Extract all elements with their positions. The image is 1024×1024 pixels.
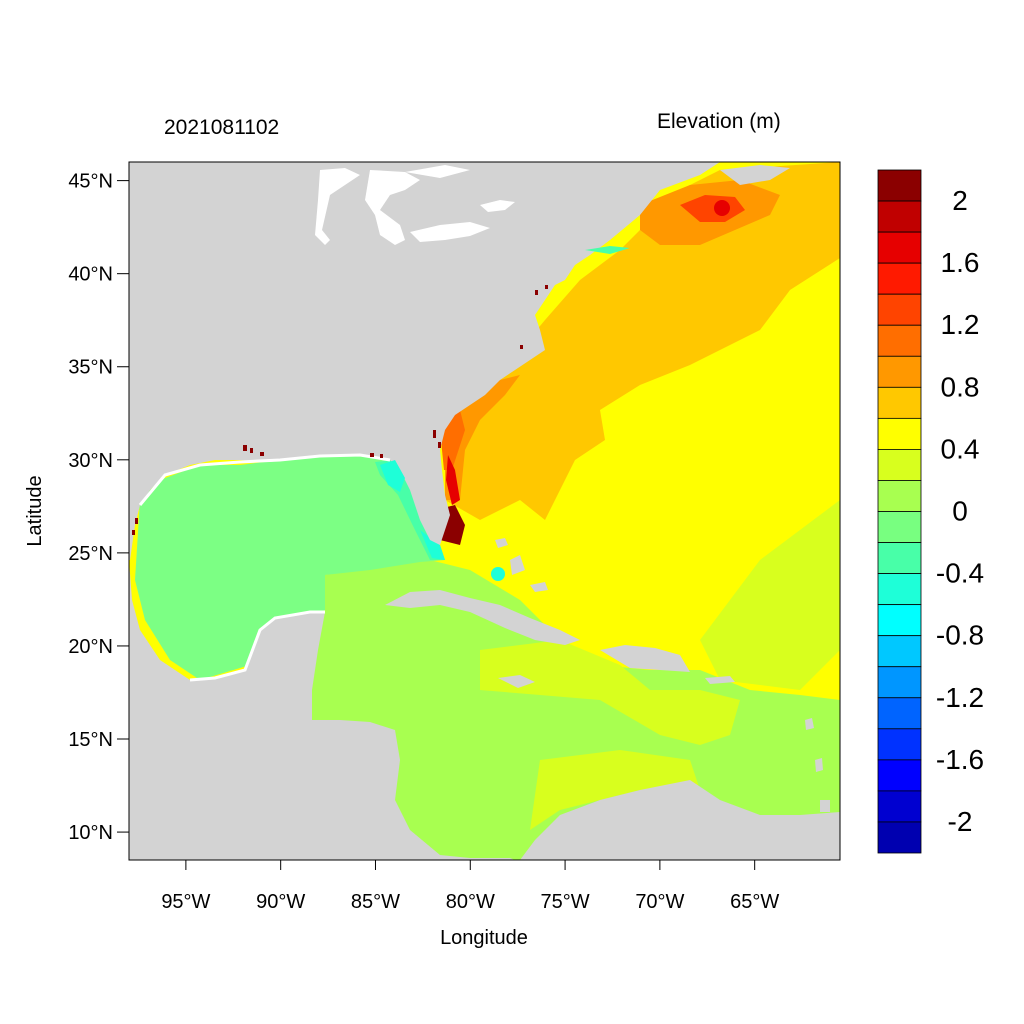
x-tick-label: 75°W (541, 891, 590, 913)
y-tick-label: 10°N (68, 822, 113, 844)
map-panel (129, 162, 840, 860)
y-tick-label: 25°N (68, 543, 113, 565)
gulf-coast-fringe (138, 453, 391, 506)
colorbar-swatch (877, 511, 922, 543)
colorbar-swatch (877, 169, 922, 202)
florida-east-coast-surge (446, 455, 460, 505)
colorbar-label: 0 (952, 496, 968, 527)
y-tick-label: 40°N (68, 264, 113, 286)
colorbar-label: 0.4 (941, 433, 980, 464)
colorbar-swatch (877, 635, 922, 668)
caribbean-central-patch (480, 640, 740, 745)
colorbar-label: 1.6 (941, 247, 980, 278)
colorbar-swatch (877, 821, 922, 854)
east-atlantic-band (700, 500, 840, 690)
great-lakes (315, 165, 515, 245)
bahamas-drawdown (491, 567, 505, 581)
colorbar (877, 169, 922, 854)
colorbar-swatch (877, 262, 922, 295)
colorbar-swatch (877, 759, 922, 792)
y-tick-label: 30°N (68, 450, 113, 472)
colorbar-swatch (877, 417, 922, 450)
coastal-shelf-eddy (530, 428, 572, 442)
colorbar-swatch (877, 386, 922, 419)
x-tick-label: 70°W (635, 891, 684, 913)
x-tick-label: 85°W (351, 891, 400, 913)
colorbar-label: -0.4 (936, 558, 984, 589)
colorbar-swatch (877, 480, 922, 512)
colorbar-label: -0.8 (936, 620, 984, 651)
colorbar-swatch (877, 666, 922, 699)
gulf-of-maine-peak (680, 195, 745, 222)
y-tick-label: 15°N (68, 729, 113, 751)
colorbar-label: -2 (948, 806, 973, 837)
colorbar-swatch (877, 200, 922, 233)
colorbar-swatch (877, 231, 922, 264)
colorbar-swatch (877, 324, 922, 357)
gulf-coast-surge-specks (132, 285, 548, 535)
x-tick-label: 80°W (446, 891, 495, 913)
colorbar-labels: 2 1.6 1.2 0.8 0.4 0 -0.4 -0.8 -1.2 -1.6 -2 (936, 185, 984, 837)
x-tick-label: 95°W (161, 891, 210, 913)
x-tick-label: 65°W (730, 891, 779, 913)
y-tick-label: 35°N (68, 357, 113, 379)
y-tick-label: 45°N (68, 171, 113, 193)
colorbar-swatch (877, 573, 922, 606)
x-axis-title: Longitude (440, 927, 528, 949)
y-axis-title: Latitude (24, 475, 46, 546)
colorbar-swatch (877, 542, 922, 574)
y-tick-label: 20°N (68, 636, 113, 658)
colorbar-swatch (877, 604, 922, 637)
colorbar-swatch (877, 449, 922, 481)
colorbar-label: 2 (952, 185, 968, 216)
x-axis: 95°W 90°W 85°W 80°W 75°W 70°W 65°W (161, 860, 779, 913)
date-label: 2021081102 (164, 116, 279, 139)
map-frame (128, 161, 841, 861)
colorbar-label: -1.2 (936, 682, 984, 713)
gulf-of-maine-core (714, 200, 730, 216)
colorbar-label: 1.2 (941, 309, 980, 340)
colorbar-swatch (877, 790, 922, 823)
tampa-bay-drawdown (380, 460, 405, 492)
colorbar-swatch (877, 293, 922, 326)
colombia-basin-patch (530, 750, 700, 830)
colorbar-label: -1.6 (936, 744, 984, 775)
x-tick-label: 90°W (256, 891, 305, 913)
yucatan-coast-fringe (189, 610, 325, 682)
variable-label: Elevation (m) (657, 110, 781, 133)
florida-bay-drawdown (420, 530, 445, 560)
colorbar-swatch (877, 355, 922, 388)
gulf-of-mexico-field (135, 455, 445, 680)
colorbar-swatch (877, 697, 922, 730)
colorbar-swatch (877, 728, 922, 761)
long-island-sound-drawdown (585, 246, 630, 254)
colorbar-label: 0.8 (941, 371, 980, 402)
y-axis: 45°N 40°N 35°N 30°N 25°N 20°N 15°N 10°N (68, 171, 129, 844)
